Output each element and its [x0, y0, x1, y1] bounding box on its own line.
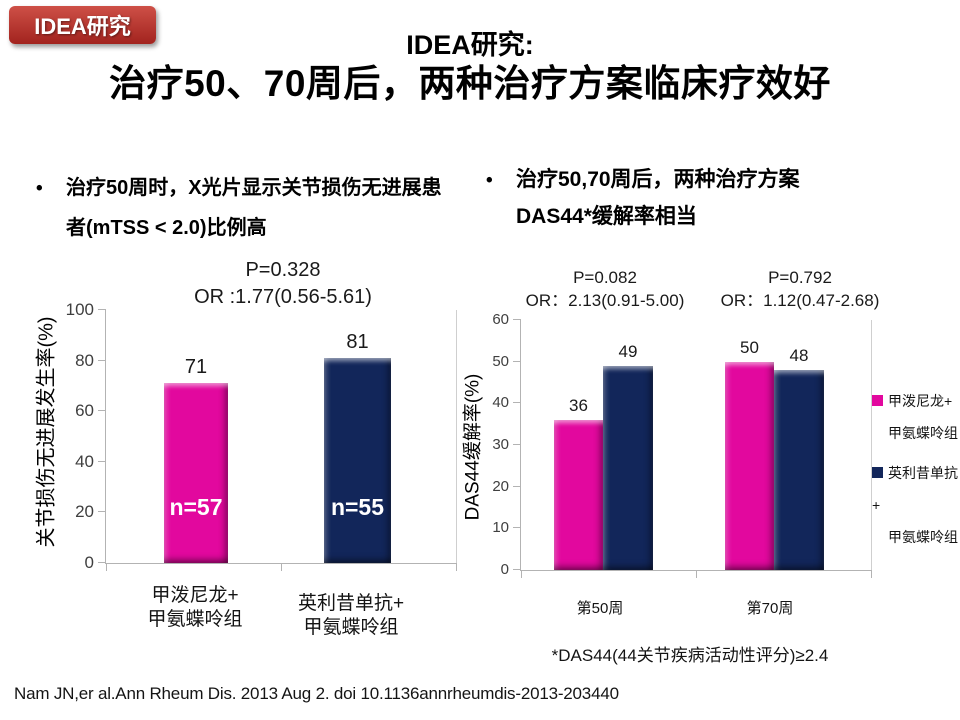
- bar-value-label: 81: [346, 331, 369, 353]
- x-axis-tick-mark: [456, 563, 457, 571]
- y-tick-mark: [98, 460, 106, 462]
- bullet-right: • 治疗50,70周后，两种治疗方案DAS44*缓解率相当: [486, 161, 886, 235]
- x-category-label: 甲泼尼龙+ 甲氨蝶呤组: [100, 584, 290, 632]
- bar-value-label: 49: [618, 342, 638, 361]
- week70-odds-ratio: OR：1.12(0.47-2.68): [720, 291, 880, 310]
- week50-odds-ratio: OR：2.13(0.91-5.00): [525, 291, 685, 310]
- bar-inner-label: n=55: [330, 494, 385, 520]
- title-line2: 治疗50、70周后，两种治疗方案临床疗效好: [109, 63, 831, 104]
- x-category-line: 甲氨蝶呤组: [303, 617, 399, 638]
- citation: Nam JN,er al.Ann Rheum Dis. 2013 Aug 2. …: [14, 684, 619, 703]
- bar: n=57: [164, 383, 228, 563]
- y-tick-mark: [98, 562, 106, 563]
- title-line1: IDEA研究:: [406, 30, 534, 60]
- legend-swatch-icon: [872, 394, 883, 406]
- y-tick-mark: [513, 485, 521, 487]
- bullet-left: • 治疗50周时，X光片显示关节损伤无进展患者(mTSS < 2.0)比例高: [36, 168, 461, 248]
- x-axis-tick-mark: [281, 563, 282, 571]
- x-axis-tick-mark: [871, 570, 872, 578]
- page-title: IDEA研究: 治疗50、70周后，两种治疗方案临床疗效好: [0, 29, 940, 105]
- legend-item: 甲泼尼龙+ 甲氨蝶呤组: [872, 385, 958, 449]
- legend-label: 甲氨蝶呤组: [888, 425, 958, 441]
- y-tick-label: 100: [65, 300, 94, 319]
- x-category-label: 英利昔单抗+ 甲氨蝶呤组: [256, 592, 446, 640]
- y-tick-label: 80: [75, 350, 94, 370]
- y-tick-mark: [513, 360, 521, 362]
- das44-footnote: *DAS44(44关节疾病活动性评分)≥2.4: [551, 646, 829, 665]
- x-category-line: 甲氨蝶呤组: [147, 609, 243, 630]
- bar: n=55: [324, 358, 391, 563]
- bar: [554, 420, 603, 570]
- y-tick-mark: [513, 319, 521, 320]
- study-badge: IDEA研究: [9, 6, 156, 44]
- x-axis-tick-mark: [696, 570, 697, 578]
- bullet-right-text: 治疗50,70周后，两种治疗方案DAS44*缓解率相当: [516, 168, 800, 228]
- bar-value-label: 48: [789, 346, 809, 365]
- left-chart-plot: 0 20 40 60 80 100 n=57 71 n=55 81: [66, 301, 457, 572]
- bullet-marker-icon: •: [36, 178, 43, 199]
- left-chart-odds-ratio: OR :1.77(0.56-5.61): [194, 286, 372, 308]
- y-tick-mark: [513, 402, 521, 404]
- x-axis-tick-mark: [521, 570, 522, 578]
- week70-p-value: P=0.792: [768, 268, 832, 287]
- y-tick-label: 10: [492, 519, 509, 537]
- legend-label: 英利昔单抗+: [872, 465, 958, 513]
- y-tick-label: 40: [75, 451, 94, 471]
- y-tick-label: 60: [492, 311, 509, 328]
- x-category-line: 甲泼尼龙+: [151, 585, 239, 606]
- legend-line: 英利昔单抗+: [872, 457, 960, 521]
- y-tick-mark: [98, 410, 106, 412]
- bullet-left-text: 治疗50周时，X光片显示关节损伤无进展患者(mTSS < 2.0)比例高: [66, 177, 442, 239]
- y-tick-label: 20: [492, 477, 509, 495]
- y-tick-mark: [513, 569, 521, 570]
- y-tick-label: 0: [500, 561, 509, 578]
- bullet-marker-icon: •: [486, 170, 493, 191]
- y-tick-mark: [513, 444, 521, 445]
- y-tick-mark: [98, 359, 106, 361]
- bar-value-label: 36: [569, 396, 588, 415]
- y-tick-label: 40: [492, 394, 509, 412]
- x-axis-tick-mark: [106, 563, 107, 571]
- legend-item: 英利昔单抗+ 甲氨蝶呤组: [872, 457, 960, 553]
- y-tick-label: 30: [492, 436, 509, 453]
- right-chart-stats-week70: P=0.792 OR：1.12(0.47-2.68): [700, 266, 900, 312]
- y-tick-label: 50: [492, 352, 509, 370]
- bar: [774, 370, 824, 570]
- bar: [603, 366, 653, 570]
- week50-p-value: P=0.082: [573, 268, 637, 287]
- legend-label: 甲氨蝶呤组: [888, 529, 958, 545]
- left-chart-p-value: P=0.328: [245, 259, 321, 281]
- y-tick-label: 20: [75, 502, 94, 522]
- bar-inner-label: n=57: [169, 494, 223, 520]
- legend-label: 甲泼尼龙+: [888, 393, 953, 409]
- y-tick-mark: [98, 309, 106, 310]
- right-chart-stats-week50: P=0.082 OR：2.13(0.91-5.00): [505, 266, 705, 312]
- x-category-label: 第70周: [746, 600, 794, 617]
- y-tick-mark: [513, 527, 521, 529]
- legend-line: 甲泼尼龙+: [872, 385, 958, 417]
- y-tick-label: 0: [84, 553, 94, 572]
- bar: [725, 362, 774, 570]
- x-category-label: 第50周: [576, 600, 624, 617]
- study-badge-label: IDEA研究: [34, 14, 131, 39]
- right-chart-plot: 0 10 20 30 40 50 60 36 50 49 48: [492, 311, 872, 578]
- legend-swatch-icon: [872, 466, 883, 478]
- bar-value-label: 50: [740, 338, 759, 357]
- left-chart-y-axis-label: 关节损伤无进展发生率(%): [35, 316, 58, 548]
- x-category-line: 英利昔单抗+: [297, 593, 405, 614]
- y-tick-mark: [98, 511, 106, 513]
- left-chart-stats: P=0.328 OR :1.77(0.56-5.61): [133, 257, 433, 311]
- y-tick-label: 60: [75, 401, 94, 421]
- bar-value-label: 71: [184, 356, 208, 378]
